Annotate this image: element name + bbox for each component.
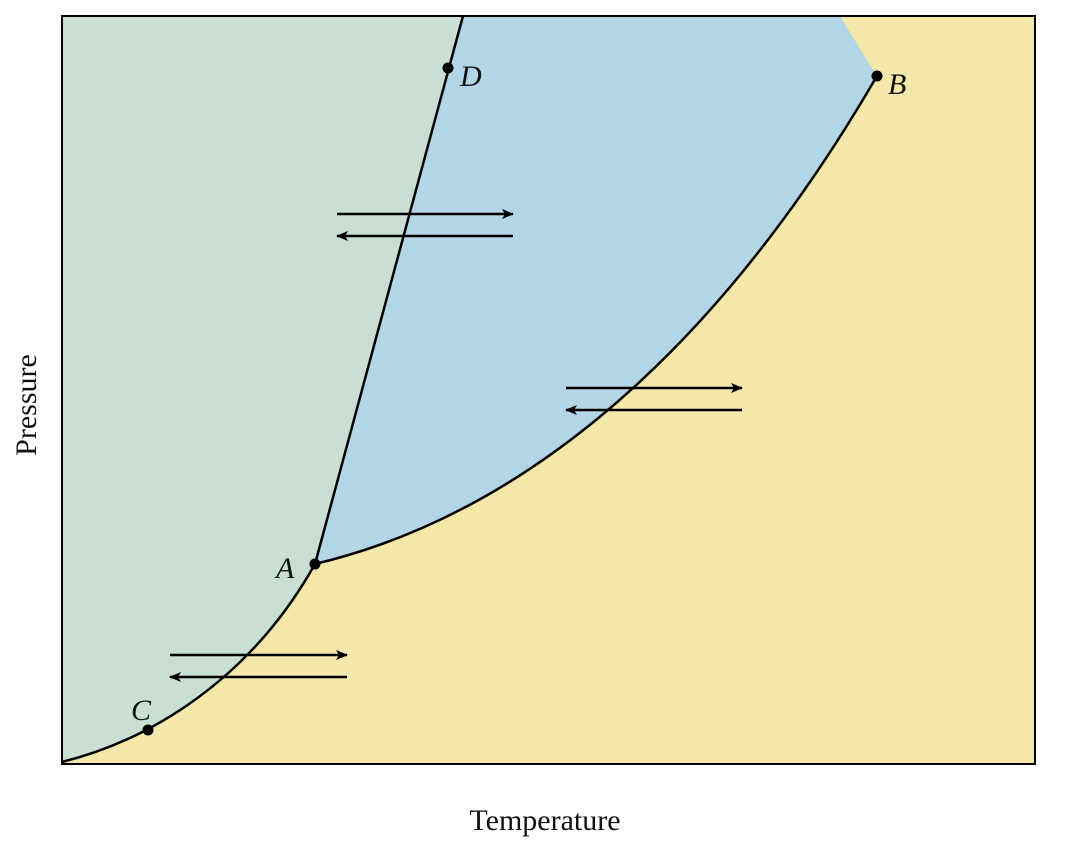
vaporization-curve: [314, 75, 879, 566]
y-axis-label: Pressure: [10, 354, 43, 456]
point-label: A: [274, 552, 295, 585]
fusion-curve: [313, 15, 465, 565]
point: [142, 724, 154, 736]
solid-region: [62, 16, 463, 762]
point-label: B: [888, 68, 906, 101]
point: [442, 62, 454, 74]
point: [871, 70, 883, 82]
liquid-region: [315, 16, 877, 564]
point-label: D: [459, 60, 482, 93]
sublimation-curve: [61, 563, 317, 764]
point: [309, 558, 321, 570]
point-label: C: [131, 694, 152, 727]
x-axis-label: Temperature: [469, 804, 620, 837]
plot-frame: [61, 15, 1036, 765]
